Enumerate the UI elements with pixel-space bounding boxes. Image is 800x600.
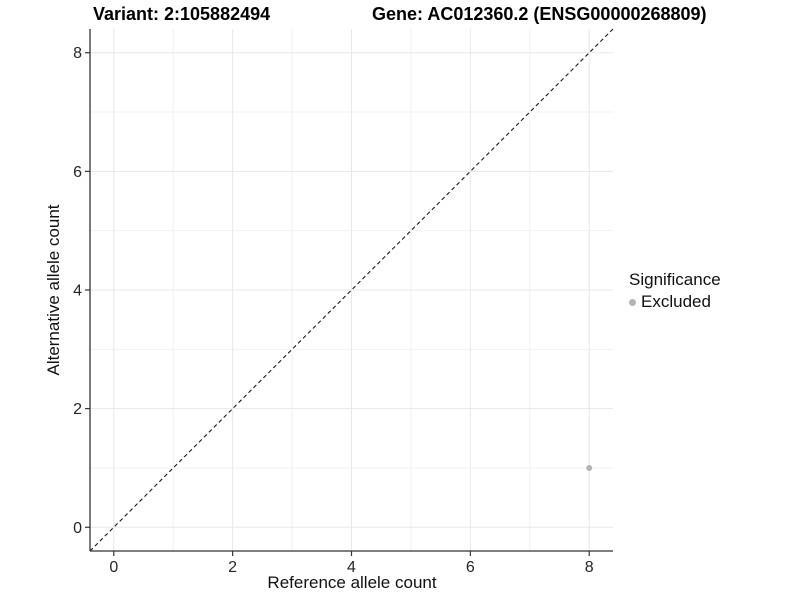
y-tick-label: 8 <box>73 45 82 62</box>
x-tick-label: 0 <box>109 559 118 576</box>
y-tick-label: 4 <box>73 283 82 300</box>
y-tick-label: 6 <box>73 164 82 181</box>
gene-title: Gene: AC012360.2 (ENSG00000268809) <box>372 4 707 24</box>
legend-title: Significance <box>629 270 721 289</box>
variant-title: Variant: 2:105882494 <box>93 4 271 24</box>
x-tick-label: 2 <box>228 559 237 576</box>
y-tick-label: 2 <box>73 401 82 418</box>
legend-point-icon <box>629 298 636 306</box>
y-tick-label: 0 <box>73 520 82 537</box>
y-axis-label: Alternative allele count <box>44 204 63 376</box>
x-tick-label: 8 <box>585 559 594 576</box>
legend-item-excluded: Excluded <box>629 292 721 312</box>
x-tick-label: 4 <box>347 559 356 576</box>
x-tick-label: 6 <box>466 559 475 576</box>
legend-item-label: Excluded <box>641 292 711 311</box>
legend: Significance Excluded <box>629 270 721 312</box>
x-axis-label: Reference allele count <box>267 573 437 592</box>
data-point <box>586 464 593 471</box>
